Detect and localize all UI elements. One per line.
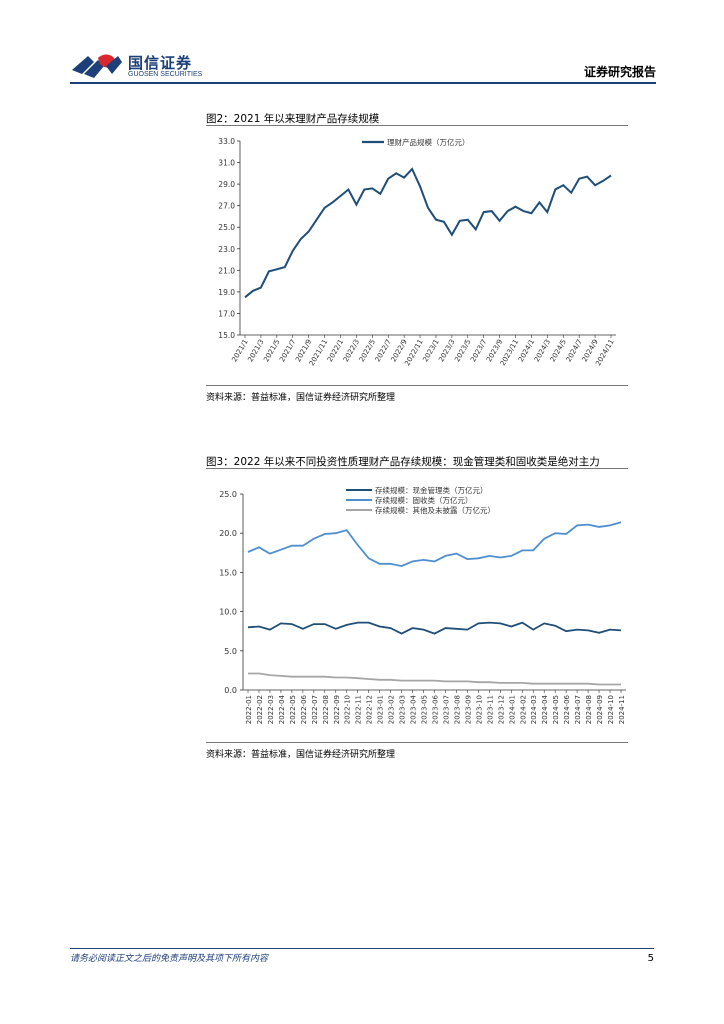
y-tick-label: 21.0 [218,266,235,275]
figure3-bottom-rule [206,742,628,743]
x-tick-label: 2023-01 [377,695,385,724]
x-tick-label: 2024-01 [508,695,516,724]
x-tick-label: 2022-02 [256,695,264,724]
y-tick-label: 0.0 [224,686,237,695]
x-tick-label: 2023-11 [486,695,494,724]
y-tick-label: 27.0 [218,202,235,211]
x-tick-label: 2022-04 [278,694,286,724]
y-tick-label: 15.0 [218,331,235,340]
x-tick-label: 2024-11 [618,695,626,724]
y-tick-label: 29.0 [218,180,235,189]
x-tick-label: 2023-07 [442,695,450,724]
figure3-top-rule [206,468,628,469]
x-tick-label: 2022-09 [333,695,341,724]
figure3-source: 资料来源：普益标准，国信证券经济研究所整理 [206,750,396,760]
x-tick-label: 2022-03 [267,695,275,724]
y-tick-label: 33.0 [218,137,235,146]
x-tick-label: 2024-07 [574,695,582,724]
y-tick-label: 25.0 [219,490,237,499]
x-tick-label: 2023-03 [399,695,407,724]
y-tick-label: 20.0 [219,529,237,538]
x-tick-label: 2024-02 [519,695,527,724]
legend-label: 理财产品规模（万亿元） [387,137,470,147]
x-tick-label: 2022-07 [311,695,319,724]
series-line-other-undisclosed [248,672,621,686]
logo-name-en: GUOSEN SECURITIES [128,71,203,78]
report-type-label: 证券研究报告 [583,65,656,79]
x-tick-label: 2023-06 [432,694,440,724]
x-tick-label: 2022-01 [245,695,253,724]
x-tick-label: 2023-12 [497,695,505,724]
guosen-logo [72,54,122,78]
figure2-top-rule [206,125,628,126]
y-tick-label: 31.0 [218,159,235,168]
series-line-fixed-income [247,521,622,568]
page-number: 5 [647,953,654,964]
x-tick-label: 2024-04 [541,694,549,724]
x-tick-label: 2022-10 [344,695,352,724]
legend-label: 存续规模：固收类（万亿元） [375,495,473,505]
x-tick-label: 2022-06 [300,694,308,724]
x-tick-label: 2022-11 [355,695,363,724]
x-tick-label: 2024-10 [607,695,615,724]
series-line-total-scale [244,167,612,299]
figure2-source: 资料来源：普益标准，国信证券经济研究所整理 [206,393,396,403]
series-line-cash-management [247,621,622,635]
y-tick-label: 5.0 [224,647,237,656]
y-tick-label: 10.0 [219,608,237,617]
x-tick-label: 2023-08 [453,695,461,724]
figure3-title: 图3：2022 年以来不同投资性质理财产品存续规模：现金管理类和固收类是绝对主力 [206,456,600,468]
y-tick-label: 19.0 [218,288,235,297]
figure2-chart: 15.0 17.0 19.0 21.0 23.0 25.0 27.0 29.0 31.0 33.0… [218,137,616,367]
y-tick-label: 23.0 [218,245,235,254]
x-tick-label: 2023-04 [410,694,418,724]
logo-name-cn: 国信证券 [128,54,193,72]
x-tick-label: 2023-09 [464,695,472,724]
x-tick-label: 2024-09 [596,695,604,724]
x-tick-label: 2023-05 [421,695,429,724]
y-tick-label: 15.0 [219,568,237,577]
x-tick-label: 2022-08 [322,695,330,724]
header-divider [70,82,656,84]
x-tick-label: 2024-08 [585,695,593,724]
legend-label: 存续规模：现金管理类（万亿元） [375,485,488,495]
figure2-title: 图2：2021 年以来理财产品存续规模 [206,113,380,125]
x-tick-label: 2022-05 [289,695,297,724]
footer-disclaimer: 请务必阅读正文之后的免责声明及其项下所有内容 [70,954,269,964]
x-tick-label: 2023-02 [388,695,396,724]
x-tick-label: 2023-10 [475,695,483,724]
x-tick-label: 2022-12 [366,695,374,724]
y-tick-label: 25.0 [218,223,235,232]
figure2-bottom-rule [206,385,628,386]
x-tick-label: 2024-03 [530,695,538,724]
y-tick-label: 17.0 [218,309,235,318]
x-tick-label: 2024-06 [563,694,571,724]
footer-divider [70,948,654,949]
legend-label: 存续规模：其他及未披露（万亿元） [375,505,495,515]
x-tick-label: 2024-05 [552,695,560,724]
